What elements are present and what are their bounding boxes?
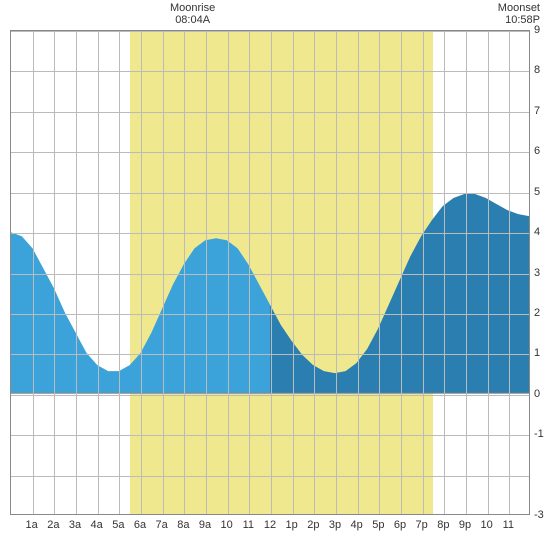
x-tick-label: 11 [243, 519, 254, 531]
y-tick-label: -1 [534, 428, 544, 440]
y-tick-label: -3 [534, 509, 544, 521]
tide-chart: Moonrise 08:04A Moonset 10:58P -3-101234… [0, 0, 550, 550]
gridline-v [98, 31, 99, 514]
x-tick-label: 2p [307, 519, 319, 531]
moonrise-label: Moonrise [170, 2, 215, 14]
gridline-v [184, 31, 185, 514]
x-tick-label: 10 [221, 519, 233, 531]
gridline-h [11, 112, 529, 113]
x-tick-label: 11 [503, 519, 514, 531]
gridline-h [11, 274, 529, 275]
gridline-v [488, 31, 489, 514]
gridline-v [314, 31, 315, 514]
moonrise-time: 08:04A [170, 14, 215, 26]
x-tick-label: 6a [134, 519, 146, 531]
gridline-v [206, 31, 207, 514]
moonset-label-block: Moonset 10:58P [498, 2, 540, 26]
y-tick-label: 3 [534, 267, 540, 279]
x-tick-label: 1a [26, 519, 38, 531]
plot-area [10, 30, 530, 515]
gridline-v [358, 31, 359, 514]
gridline-h [11, 71, 529, 72]
gridline-v [423, 31, 424, 514]
x-tick-label: 8a [177, 519, 189, 531]
x-tick-label: 7p [416, 519, 428, 531]
gridline-h [11, 31, 529, 32]
x-tick-label: 7a [156, 519, 168, 531]
tide-area-pm [270, 194, 529, 393]
gridline-v [54, 31, 55, 514]
y-tick-label: 9 [534, 24, 540, 36]
gridline-v [249, 31, 250, 514]
x-tick-label: 10 [481, 519, 493, 531]
gridline-v [336, 31, 337, 514]
moonset-label: Moonset [498, 2, 540, 14]
gridline-h [11, 435, 529, 436]
gridline-h [11, 233, 529, 234]
gridline-v [141, 31, 142, 514]
gridline-v [76, 31, 77, 514]
gridline-h [11, 354, 529, 355]
gridline-v [293, 31, 294, 514]
gridline-v [379, 31, 380, 514]
y-tick-label: 6 [534, 145, 540, 157]
y-tick-label: 0 [534, 388, 540, 400]
y-tick-label: 1 [534, 347, 540, 359]
x-tick-label: 3p [329, 519, 341, 531]
x-tick-label: 4a [91, 519, 103, 531]
gridline-h [11, 314, 529, 315]
gridline-h [11, 395, 529, 396]
x-tick-label: 4p [351, 519, 363, 531]
gridline-v [33, 31, 34, 514]
moonrise-label-block: Moonrise 08:04A [170, 2, 215, 26]
x-tick-label: 9a [199, 519, 211, 531]
y-tick-label: 7 [534, 105, 540, 117]
gridline-v [271, 31, 272, 514]
gridline-v [163, 31, 164, 514]
x-tick-label: 8p [437, 519, 449, 531]
gridline-v [401, 31, 402, 514]
x-tick-label: 1p [286, 519, 298, 531]
gridline-v [509, 31, 510, 514]
x-tick-label: 2a [47, 519, 59, 531]
y-tick-label: 2 [534, 307, 540, 319]
gridline-h [11, 193, 529, 194]
x-tick-label: 12 [264, 519, 276, 531]
x-tick-label: 9p [459, 519, 471, 531]
gridline-v [444, 31, 445, 514]
x-tick-label: 6p [394, 519, 406, 531]
y-tick-label: 4 [534, 226, 540, 238]
x-tick-label: 5p [372, 519, 384, 531]
gridline-h [11, 476, 529, 477]
gridline-h [11, 152, 529, 153]
gridline-v [119, 31, 120, 514]
y-tick-label: 5 [534, 186, 540, 198]
x-tick-label: 3a [69, 519, 81, 531]
gridline-v [466, 31, 467, 514]
gridline-v [228, 31, 229, 514]
x-tick-label: 5a [112, 519, 124, 531]
tide-curve [11, 31, 529, 514]
y-tick-label: 8 [534, 64, 540, 76]
